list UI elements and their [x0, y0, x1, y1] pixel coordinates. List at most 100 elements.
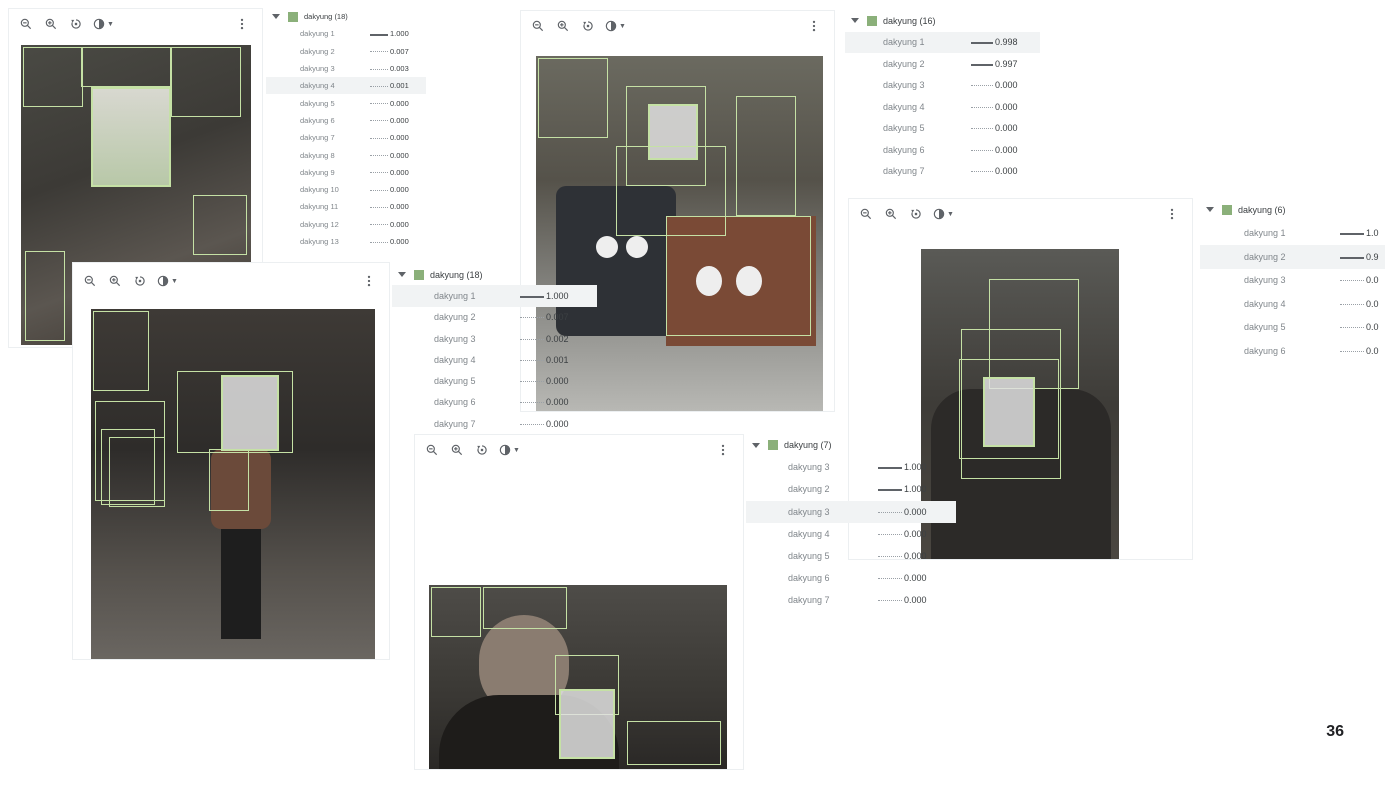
label-row-score: 0.000: [390, 115, 409, 125]
label-row[interactable]: dakyung 3 0.002: [392, 328, 597, 349]
zoom-out-icon[interactable]: [79, 270, 101, 292]
score-bar: [971, 42, 993, 45]
label-row[interactable]: dakyung 5 0.000: [266, 94, 426, 111]
label-row[interactable]: dakyung 8 0.000: [266, 146, 426, 163]
label-row-name: dakyung 4: [434, 354, 476, 365]
label-row[interactable]: dakyung 1 1.000: [266, 25, 426, 42]
label-row-score: 0.000: [904, 595, 927, 606]
zoom-out-icon[interactable]: [527, 15, 549, 37]
expand-caret-icon[interactable]: [851, 18, 859, 24]
contrast-icon[interactable]: ▼: [602, 15, 628, 37]
label-row[interactable]: dakyung 1 1.0: [1200, 222, 1385, 246]
more-vert-icon[interactable]: [231, 13, 253, 35]
expand-caret-icon[interactable]: [752, 442, 760, 448]
score-bar-empty: [520, 338, 544, 340]
zoom-out-icon[interactable]: [855, 203, 877, 225]
label-row-score: 0.997: [995, 58, 1018, 69]
contrast-icon[interactable]: ▼: [90, 13, 116, 35]
expand-caret-icon[interactable]: [398, 272, 406, 278]
rotate-icon[interactable]: [129, 270, 151, 292]
label-row[interactable]: dakyung 10 0.000: [266, 181, 426, 198]
label-row[interactable]: dakyung 3 0.000: [845, 75, 1040, 97]
zoom-out-icon[interactable]: [421, 439, 443, 461]
label-row[interactable]: dakyung 12 0.000: [266, 216, 426, 233]
label-row[interactable]: dakyung 7 0.000: [392, 413, 597, 434]
label-row[interactable]: dakyung 6 0.000: [392, 392, 597, 413]
label-row[interactable]: dakyung 2 1.000: [746, 478, 956, 500]
contrast-icon[interactable]: ▼: [154, 270, 180, 292]
face-detection-box: [983, 377, 1035, 447]
label-row[interactable]: dakyung 13 0.000: [266, 233, 426, 250]
detection-box: [959, 359, 1059, 459]
viewer-toolbar: ▼: [415, 435, 743, 465]
label-row[interactable]: dakyung 4 0.001: [266, 77, 426, 95]
zoom-in-icon[interactable]: [446, 439, 468, 461]
label-row[interactable]: dakyung 4 0.001: [392, 349, 597, 370]
zoom-in-icon[interactable]: [40, 13, 62, 35]
more-vert-icon[interactable]: [1161, 203, 1183, 225]
chevron-down-icon[interactable]: ▼: [619, 22, 626, 30]
zoom-out-icon[interactable]: [15, 13, 37, 35]
label-row[interactable]: dakyung 3 1.000: [746, 456, 956, 478]
label-row-name: dakyung 1: [300, 29, 335, 39]
label-row[interactable]: dakyung 6 0.000: [845, 139, 1040, 161]
rotate-icon[interactable]: [65, 13, 87, 35]
label-row[interactable]: dakyung 5 0.0: [1200, 316, 1385, 340]
label-row[interactable]: dakyung 7 0.000: [746, 589, 956, 611]
expand-caret-icon[interactable]: [1206, 207, 1214, 213]
label-row[interactable]: dakyung 3 0.000: [746, 500, 956, 523]
label-row[interactable]: dakyung 1 1.000: [392, 285, 597, 307]
label-row[interactable]: dakyung 1 0.998: [845, 31, 1040, 53]
score-bar-empty: [1340, 350, 1364, 352]
label-row[interactable]: dakyung 2 0.007: [266, 43, 426, 60]
chevron-down-icon[interactable]: ▼: [171, 277, 178, 285]
label-row[interactable]: dakyung 4 0.000: [746, 523, 956, 545]
detection-box: [109, 437, 165, 507]
label-row[interactable]: dakyung 6 0.000: [266, 112, 426, 129]
label-row[interactable]: dakyung 7 0.000: [266, 129, 426, 146]
label-row[interactable]: dakyung 9 0.000: [266, 164, 426, 181]
page-number: 36: [1326, 723, 1344, 740]
label-row[interactable]: dakyung 3 0.0: [1200, 269, 1385, 293]
detection-box: [431, 587, 481, 637]
rotate-icon[interactable]: [577, 15, 599, 37]
label-row[interactable]: dakyung 6 0.0: [1200, 339, 1385, 363]
detection-box: [23, 47, 83, 107]
score-bar-empty: [370, 224, 388, 226]
chevron-down-icon[interactable]: ▼: [513, 446, 520, 454]
detection-box: [177, 371, 293, 453]
label-group-header[interactable]: dakyung (6): [1200, 198, 1385, 222]
label-row[interactable]: dakyung 3 0.003: [266, 60, 426, 77]
label-row-name: dakyung 13: [300, 237, 339, 246]
label-row[interactable]: dakyung 5 0.000: [845, 118, 1040, 140]
label-row-score: 0.000: [546, 376, 569, 387]
rotate-icon[interactable]: [471, 439, 493, 461]
zoom-in-icon[interactable]: [880, 203, 902, 225]
zoom-in-icon[interactable]: [552, 15, 574, 37]
label-row[interactable]: dakyung 11 0.000: [266, 198, 426, 215]
zoom-in-icon[interactable]: [104, 270, 126, 292]
label-row[interactable]: dakyung 4 0.000: [845, 96, 1040, 118]
label-row[interactable]: dakyung 5 0.000: [746, 545, 956, 567]
chevron-down-icon[interactable]: ▼: [107, 20, 114, 28]
more-vert-icon[interactable]: [712, 439, 734, 461]
label-group-header[interactable]: dakyung (7): [746, 434, 956, 456]
label-row-score: 0.000: [390, 133, 409, 143]
label-group-header[interactable]: dakyung (18): [266, 8, 426, 25]
label-row[interactable]: dakyung 4 0.0: [1200, 292, 1385, 316]
chevron-down-icon[interactable]: ▼: [947, 210, 954, 218]
label-row[interactable]: dakyung 7 0.000: [845, 161, 1040, 183]
label-row[interactable]: dakyung 2 0.997: [845, 53, 1040, 75]
label-row[interactable]: dakyung 2 0.007: [392, 307, 597, 328]
rotate-icon[interactable]: [905, 203, 927, 225]
label-row[interactable]: dakyung 2 0.9: [1200, 245, 1385, 269]
contrast-icon[interactable]: ▼: [496, 439, 522, 461]
label-row[interactable]: dakyung 5 0.000: [392, 370, 597, 391]
more-vert-icon[interactable]: [358, 270, 380, 292]
more-vert-icon[interactable]: [803, 15, 825, 37]
contrast-icon[interactable]: ▼: [930, 203, 956, 225]
expand-caret-icon[interactable]: [272, 14, 280, 20]
label-group-header[interactable]: dakyung (18): [392, 264, 597, 285]
label-row[interactable]: dakyung 6 0.000: [746, 567, 956, 589]
label-group-header[interactable]: dakyung (16): [845, 10, 1040, 32]
